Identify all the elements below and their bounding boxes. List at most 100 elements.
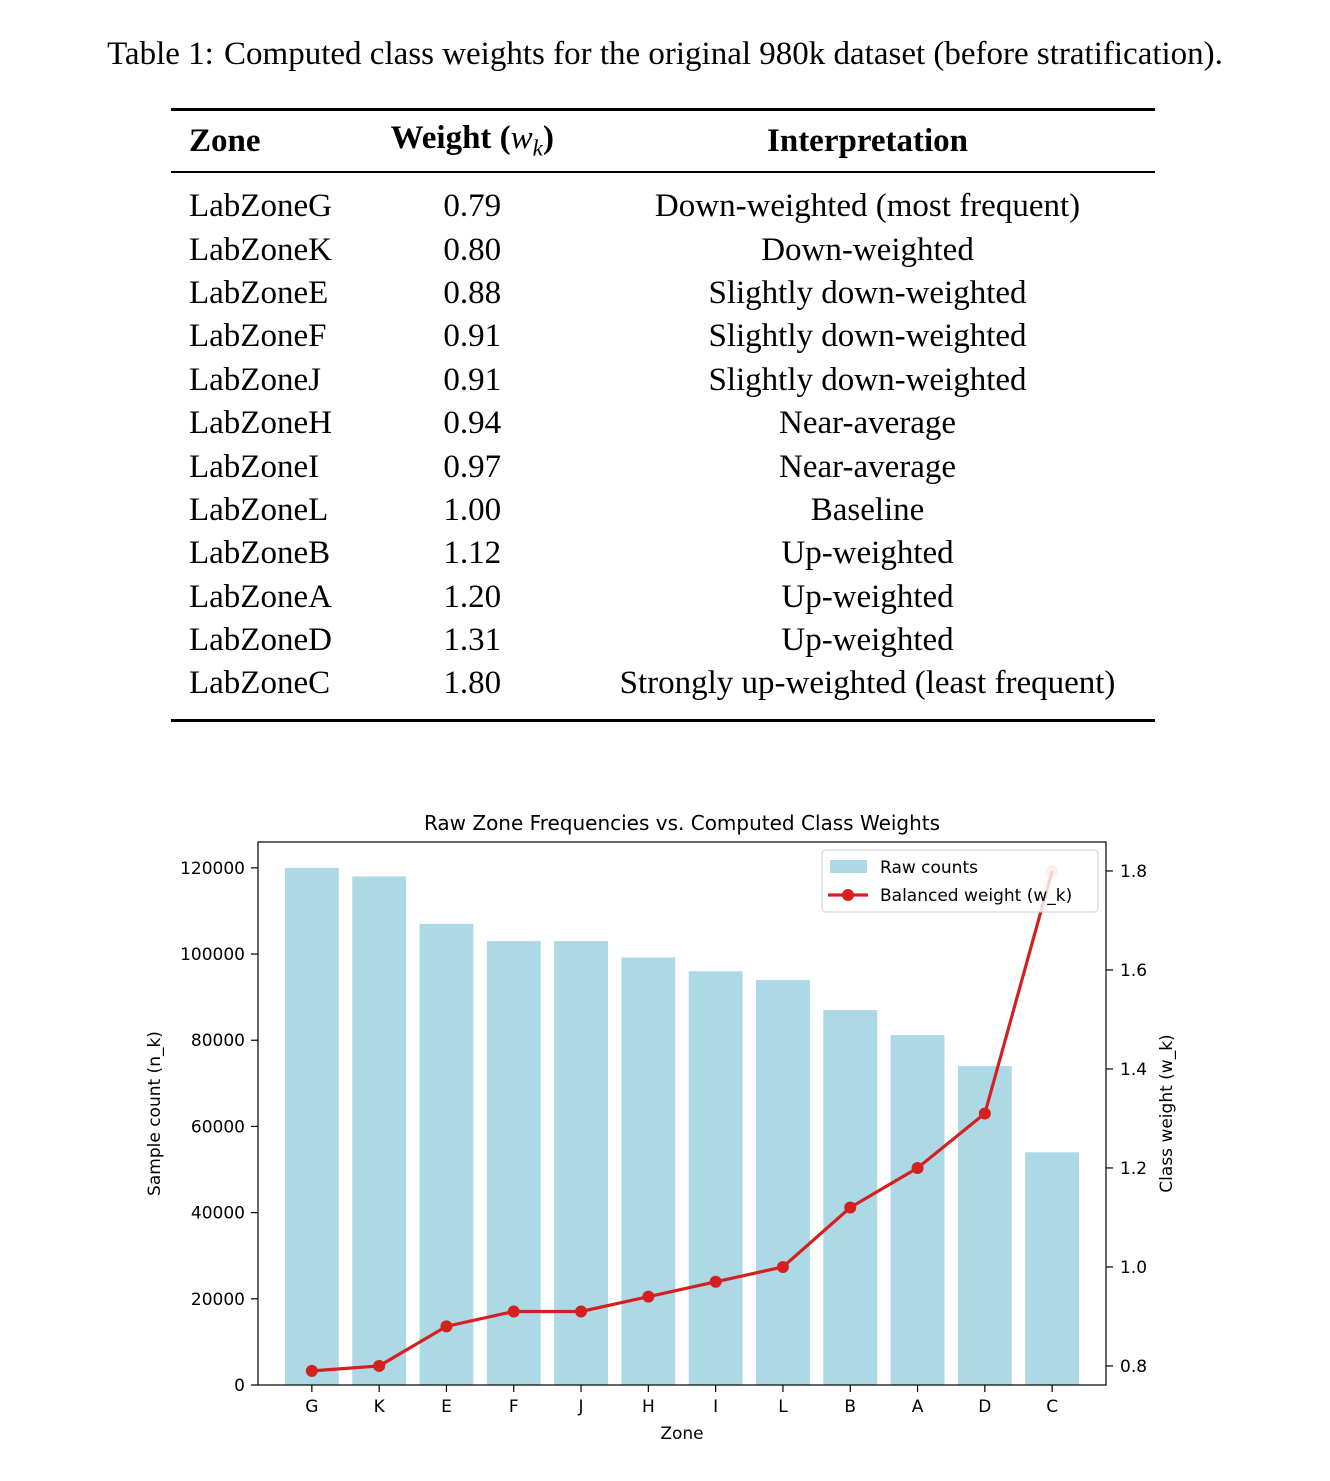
cell-zone: LabZoneB bbox=[189, 535, 331, 572]
cell-zone: LabZoneJ bbox=[189, 361, 321, 398]
left-axis: 0 20000 40000 60000 80000 100000 120000 bbox=[180, 859, 258, 1396]
cell-interpretation: Baseline bbox=[810, 491, 925, 528]
cell-weight: 1.80 bbox=[443, 665, 502, 702]
weight-point-H bbox=[642, 1290, 655, 1303]
cell-zone: LabZoneA bbox=[189, 578, 332, 615]
legend-label-bars: Raw counts bbox=[880, 858, 978, 878]
right-axis: 0.8 1.0 1.2 1.4 1.6 1.8 bbox=[1106, 862, 1147, 1377]
x-tick-label: F bbox=[509, 1397, 519, 1417]
x-tick-label: E bbox=[441, 1397, 452, 1417]
plot-frame bbox=[257, 841, 1107, 1386]
cell-interpretation: Up-weighted bbox=[781, 578, 954, 615]
right-tick-label: 1.6 bbox=[1120, 961, 1147, 981]
right-tick-label: 1.0 bbox=[1120, 1258, 1147, 1278]
left-tick-label: 100000 bbox=[180, 945, 245, 965]
cell-weight: 0.94 bbox=[443, 405, 502, 442]
cell-interpretation: Near-average bbox=[779, 448, 957, 485]
bar-I bbox=[688, 971, 743, 1385]
legend-box bbox=[821, 849, 1099, 913]
table-row: LabZoneC 1.80 Strongly up-weighted (least … bbox=[171, 662, 1155, 721]
x-tick-label: J bbox=[578, 1397, 584, 1417]
weight-point-F bbox=[507, 1305, 520, 1318]
weight-point-K bbox=[373, 1359, 386, 1372]
cell-interpretation: Slightly down-weighted bbox=[708, 318, 1027, 355]
cell-weight: 1.00 bbox=[443, 491, 502, 528]
cell-zone: LabZoneC bbox=[189, 665, 331, 702]
class-weights-table: Zone Weight (wk) Interpretation LabZoneG… bbox=[171, 108, 1155, 722]
bar-J bbox=[554, 941, 608, 1385]
x-tick-label: L bbox=[778, 1397, 788, 1417]
cell-interpretation: Down-weighted (most frequent) bbox=[654, 188, 1081, 225]
cell-zone: LabZoneF bbox=[189, 318, 327, 355]
cell-weight: 0.91 bbox=[443, 318, 502, 355]
bar-H bbox=[621, 957, 676, 1385]
bar-C bbox=[1025, 1152, 1080, 1385]
table-row: LabZoneL 1.00 Baseline bbox=[171, 489, 1155, 532]
cell-zone: LabZoneG bbox=[189, 188, 332, 225]
table-row: LabZoneA 1.20 Up-weighted bbox=[171, 576, 1155, 619]
weight-point-D bbox=[978, 1107, 991, 1120]
legend-marker bbox=[842, 889, 854, 901]
right-tick-label: 1.8 bbox=[1120, 862, 1147, 882]
cell-interpretation: Strongly up-weighted (least frequent) bbox=[619, 665, 1116, 702]
bar-series bbox=[284, 867, 1080, 1385]
header-interpretation: Interpretation bbox=[767, 122, 969, 159]
cell-zone: LabZoneE bbox=[189, 274, 329, 311]
cell-zone: LabZoneK bbox=[189, 231, 332, 268]
cell-weight: 0.97 bbox=[443, 448, 502, 485]
left-tick-label: 20000 bbox=[191, 1290, 245, 1310]
cell-weight: 0.79 bbox=[443, 188, 502, 225]
x-tick-label: I bbox=[713, 1397, 718, 1417]
header-weight: Weight (wk) bbox=[364, 110, 580, 173]
weight-point-B bbox=[844, 1201, 857, 1214]
legend-swatch-bars bbox=[830, 860, 867, 873]
table-row: LabZoneH 0.94 Near-average bbox=[171, 402, 1155, 445]
table-caption: Table 1: Computed class weights for the … bbox=[0, 30, 1330, 78]
header-weight-label: Weight ( bbox=[390, 120, 511, 157]
bar-A bbox=[890, 1035, 945, 1385]
weight-point-J bbox=[575, 1305, 588, 1318]
x-tick-label: A bbox=[912, 1397, 924, 1417]
bar-E bbox=[419, 923, 474, 1385]
y-axis-right-label: Class weight (w_k) bbox=[1157, 1034, 1177, 1192]
table-row: LabZoneB 1.12 Up-weighted bbox=[171, 532, 1155, 575]
x-tick-label: G bbox=[305, 1397, 318, 1417]
left-tick-label: 0 bbox=[234, 1376, 245, 1396]
cell-weight: 0.88 bbox=[443, 274, 502, 311]
caption-text: Computed class weights for the original … bbox=[224, 36, 1223, 72]
x-tick-label: D bbox=[978, 1397, 991, 1417]
weight-line bbox=[311, 870, 1054, 1373]
table-row: LabZoneI 0.97 Near-average bbox=[171, 445, 1155, 488]
left-tick-label: 120000 bbox=[180, 859, 245, 879]
bar-G bbox=[284, 867, 339, 1385]
weight-point-I bbox=[709, 1275, 722, 1288]
table-row: LabZoneF 0.91 Slightly down-weighted bbox=[171, 315, 1155, 358]
chart-title: Raw Zone Frequencies vs. Computed Class … bbox=[424, 811, 940, 835]
cell-interpretation: Slightly down-weighted bbox=[708, 274, 1027, 311]
left-tick-label: 60000 bbox=[191, 1117, 245, 1137]
bar-F bbox=[486, 941, 541, 1385]
right-tick-label: 1.2 bbox=[1120, 1159, 1147, 1179]
cell-weight: 1.12 bbox=[443, 535, 502, 572]
zone-weights-chart: Raw Zone Frequencies vs. Computed Class … bbox=[145, 811, 1177, 1444]
cell-zone: LabZoneD bbox=[189, 622, 332, 659]
cell-weight: 1.31 bbox=[443, 622, 502, 659]
cell-interpretation: Up-weighted bbox=[781, 622, 954, 659]
table-header-row: Zone Weight (wk) Interpretation bbox=[171, 109, 1155, 173]
cell-interpretation: Down-weighted bbox=[761, 231, 974, 268]
y-axis-label: Sample count (n_k) bbox=[145, 1031, 165, 1196]
cell-interpretation: Slightly down-weighted bbox=[708, 361, 1027, 398]
header-weight-symbol: wk bbox=[510, 120, 543, 161]
table-row: LabZoneK 0.80 Down-weighted bbox=[171, 228, 1155, 271]
cell-interpretation: Near-average bbox=[779, 405, 957, 442]
right-tick-label: 1.4 bbox=[1120, 1060, 1147, 1080]
weight-point-E bbox=[440, 1320, 453, 1333]
x-tick-label: C bbox=[1046, 1397, 1058, 1417]
cell-zone: LabZoneL bbox=[189, 491, 329, 528]
cell-zone: LabZoneI bbox=[189, 448, 320, 485]
table-row: LabZoneJ 0.91 Slightly down-weighted bbox=[171, 359, 1155, 402]
line-series bbox=[305, 864, 1059, 1377]
cell-weight: 1.20 bbox=[443, 578, 502, 615]
cell-weight: 0.80 bbox=[443, 231, 502, 268]
